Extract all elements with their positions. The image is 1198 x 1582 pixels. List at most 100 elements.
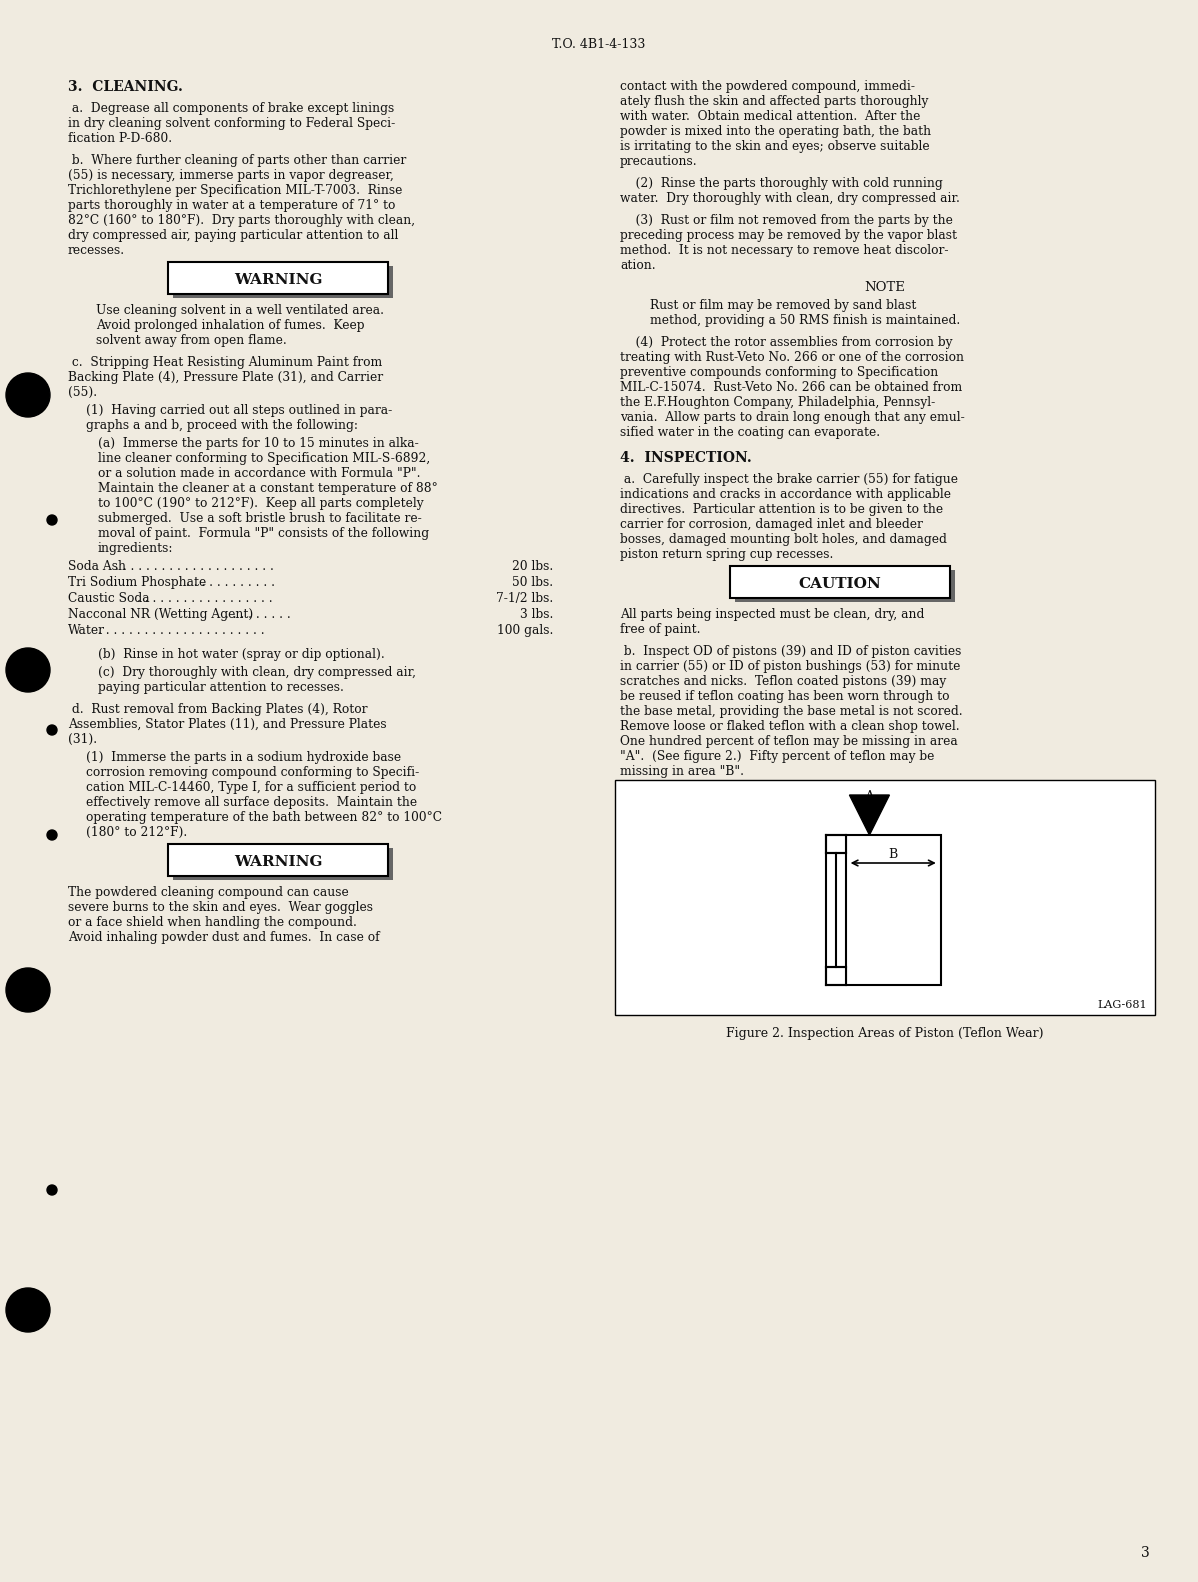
Text: 3.  CLEANING.: 3. CLEANING. xyxy=(68,81,183,93)
Text: Rust or film may be removed by sand blast: Rust or film may be removed by sand blas… xyxy=(651,299,916,312)
Text: (b)  Rinse in hot water (spray or dip optional).: (b) Rinse in hot water (spray or dip opt… xyxy=(98,649,385,661)
Text: dry compressed air, paying particular attention to all: dry compressed air, paying particular at… xyxy=(68,229,399,242)
Circle shape xyxy=(47,725,58,736)
Bar xyxy=(173,266,393,297)
Bar xyxy=(846,835,940,986)
Text: graphs a and b, proceed with the following:: graphs a and b, proceed with the followi… xyxy=(86,419,358,432)
Text: be reused if teflon coating has been worn through to: be reused if teflon coating has been wor… xyxy=(621,690,950,702)
Text: 100 gals.: 100 gals. xyxy=(497,623,553,638)
Text: (180° to 212°F).: (180° to 212°F). xyxy=(86,826,187,838)
Text: Backing Plate (4), Pressure Plate (31), and Carrier: Backing Plate (4), Pressure Plate (31), … xyxy=(68,372,383,384)
Text: or a face shield when handling the compound.: or a face shield when handling the compo… xyxy=(68,916,357,929)
Text: . . . . . . . . . . . . . . . . . . . . .: . . . . . . . . . . . . . . . . . . . . … xyxy=(115,560,273,573)
Circle shape xyxy=(6,1288,50,1332)
Text: Trichlorethylene per Specification MIL-T-7003.  Rinse: Trichlorethylene per Specification MIL-T… xyxy=(68,184,403,198)
Text: indications and cracks in accordance with applicable: indications and cracks in accordance wit… xyxy=(621,487,951,501)
Text: ation.: ation. xyxy=(621,259,655,272)
Text: free of paint.: free of paint. xyxy=(621,623,701,636)
Text: treating with Rust-Veto No. 266 or one of the corrosion: treating with Rust-Veto No. 266 or one o… xyxy=(621,351,964,364)
Text: directives.  Particular attention is to be given to the: directives. Particular attention is to b… xyxy=(621,503,943,516)
Text: A: A xyxy=(865,789,875,804)
Text: All parts being inspected must be clean, dry, and: All parts being inspected must be clean,… xyxy=(621,607,925,622)
Text: LAG-681: LAG-681 xyxy=(1097,1000,1146,1009)
Text: sified water in the coating can evaporate.: sified water in the coating can evaporat… xyxy=(621,426,881,438)
Text: Figure 2. Inspection Areas of Piston (Teflon Wear): Figure 2. Inspection Areas of Piston (Te… xyxy=(726,1027,1043,1039)
Text: precautions.: precautions. xyxy=(621,155,697,168)
Text: Soda Ash: Soda Ash xyxy=(68,560,126,573)
Text: WARNING: WARNING xyxy=(234,274,322,286)
Text: water.  Dry thoroughly with clean, dry compressed air.: water. Dry thoroughly with clean, dry co… xyxy=(621,191,960,206)
Text: a.  Degrease all components of brake except linings: a. Degrease all components of brake exce… xyxy=(68,101,394,115)
Text: powder is mixed into the operating bath, the bath: powder is mixed into the operating bath,… xyxy=(621,125,931,138)
Text: paying particular attention to recesses.: paying particular attention to recesses. xyxy=(98,680,344,694)
Text: Avoid inhaling powder dust and fumes.  In case of: Avoid inhaling powder dust and fumes. In… xyxy=(68,930,380,944)
Polygon shape xyxy=(849,796,889,835)
Text: method, providing a 50 RMS finish is maintained.: method, providing a 50 RMS finish is mai… xyxy=(651,313,961,327)
Text: to 100°C (190° to 212°F).  Keep all parts completely: to 100°C (190° to 212°F). Keep all parts… xyxy=(98,497,424,509)
Text: corrosion removing compound conforming to Specifi-: corrosion removing compound conforming t… xyxy=(86,766,419,778)
Text: scratches and nicks.  Teflon coated pistons (39) may: scratches and nicks. Teflon coated pisto… xyxy=(621,676,946,688)
Circle shape xyxy=(6,649,50,691)
Text: carrier for corrosion, damaged inlet and bleeder: carrier for corrosion, damaged inlet and… xyxy=(621,517,922,532)
Text: effectively remove all surface deposits.  Maintain the: effectively remove all surface deposits.… xyxy=(86,796,417,808)
Circle shape xyxy=(47,831,58,840)
Bar xyxy=(615,780,1155,1016)
Text: the base metal, providing the base metal is not scored.: the base metal, providing the base metal… xyxy=(621,706,963,718)
Text: B: B xyxy=(889,848,897,861)
Text: . . . . . . . . .: . . . . . . . . . xyxy=(222,607,291,622)
Circle shape xyxy=(47,516,58,525)
Text: operating temperature of the bath between 82° to 100°C: operating temperature of the bath betwee… xyxy=(86,812,442,824)
Text: "A".  (See figure 2.)  Fifty percent of teflon may be: "A". (See figure 2.) Fifty percent of te… xyxy=(621,750,934,763)
Text: in dry cleaning solvent conforming to Federal Speci-: in dry cleaning solvent conforming to Fe… xyxy=(68,117,395,130)
Text: Maintain the cleaner at a constant temperature of 88°: Maintain the cleaner at a constant tempe… xyxy=(98,483,437,495)
Text: (55) is necessary, immerse parts in vapor degreaser,: (55) is necessary, immerse parts in vapo… xyxy=(68,169,394,182)
Text: 3: 3 xyxy=(1142,1546,1150,1560)
Text: The powdered cleaning compound can cause: The powdered cleaning compound can cause xyxy=(68,886,349,899)
Text: moval of paint.  Formula "P" consists of the following: moval of paint. Formula "P" consists of … xyxy=(98,527,429,539)
Text: Caustic Soda: Caustic Soda xyxy=(68,592,150,604)
Text: ingredients:: ingredients: xyxy=(98,543,174,555)
Text: 82°C (160° to 180°F).  Dry parts thoroughly with clean,: 82°C (160° to 180°F). Dry parts thorough… xyxy=(68,214,416,226)
Bar xyxy=(168,845,388,876)
Text: (a)  Immerse the parts for 10 to 15 minutes in alka-: (a) Immerse the parts for 10 to 15 minut… xyxy=(98,437,419,449)
Text: preceding process may be removed by the vapor blast: preceding process may be removed by the … xyxy=(621,229,957,242)
Circle shape xyxy=(47,1185,58,1194)
Text: submerged.  Use a soft bristle brush to facilitate re-: submerged. Use a soft bristle brush to f… xyxy=(98,513,422,525)
Text: (c)  Dry thoroughly with clean, dry compressed air,: (c) Dry thoroughly with clean, dry compr… xyxy=(98,666,416,679)
Text: fication P-D-680.: fication P-D-680. xyxy=(68,131,173,146)
Text: is irritating to the skin and eyes; observe suitable: is irritating to the skin and eyes; obse… xyxy=(621,139,930,153)
Text: Avoid prolonged inhalation of fumes.  Keep: Avoid prolonged inhalation of fumes. Kee… xyxy=(96,320,364,332)
Text: recesses.: recesses. xyxy=(68,244,125,256)
Text: vania.  Allow parts to drain long enough that any emul-: vania. Allow parts to drain long enough … xyxy=(621,411,964,424)
Text: One hundred percent of teflon may be missing in area: One hundred percent of teflon may be mis… xyxy=(621,736,957,748)
Text: NOTE: NOTE xyxy=(865,282,906,294)
Circle shape xyxy=(6,968,50,1012)
Text: d.  Rust removal from Backing Plates (4), Rotor: d. Rust removal from Backing Plates (4),… xyxy=(68,702,368,717)
Bar xyxy=(736,570,955,603)
Text: 20 lbs.: 20 lbs. xyxy=(512,560,553,573)
Text: . . . . . . . . . . . . . . . . . . . . . .: . . . . . . . . . . . . . . . . . . . . … xyxy=(98,623,265,638)
Bar xyxy=(825,967,846,986)
Text: bosses, damaged mounting bolt holes, and damaged: bosses, damaged mounting bolt holes, and… xyxy=(621,533,946,546)
Text: 7-1/2 lbs.: 7-1/2 lbs. xyxy=(496,592,553,604)
Text: (2)  Rinse the parts thoroughly with cold running: (2) Rinse the parts thoroughly with cold… xyxy=(621,177,943,190)
Text: (4)  Protect the rotor assemblies from corrosion by: (4) Protect the rotor assemblies from co… xyxy=(621,335,952,350)
Text: b.  Inspect OD of pistons (39) and ID of piston cavities: b. Inspect OD of pistons (39) and ID of … xyxy=(621,645,961,658)
Bar xyxy=(730,566,950,598)
Text: parts thoroughly in water at a temperature of 71° to: parts thoroughly in water at a temperatu… xyxy=(68,199,395,212)
Text: piston return spring cup recesses.: piston return spring cup recesses. xyxy=(621,547,834,562)
Text: WARNING: WARNING xyxy=(234,854,322,869)
Text: Nacconal NR (Wetting Agent): Nacconal NR (Wetting Agent) xyxy=(68,607,253,622)
Text: MIL-C-15074.  Rust-Veto No. 266 can be obtained from: MIL-C-15074. Rust-Veto No. 266 can be ob… xyxy=(621,381,962,394)
Text: Use cleaning solvent in a well ventilated area.: Use cleaning solvent in a well ventilate… xyxy=(96,304,385,316)
Text: Tri Sodium Phosphate: Tri Sodium Phosphate xyxy=(68,576,206,589)
Text: preventive compounds conforming to Specification: preventive compounds conforming to Speci… xyxy=(621,365,938,380)
Text: (1)  Having carried out all steps outlined in para-: (1) Having carried out all steps outline… xyxy=(86,403,392,418)
Text: missing in area "B".: missing in area "B". xyxy=(621,766,744,778)
Text: contact with the powdered compound, immedi-: contact with the powdered compound, imme… xyxy=(621,81,915,93)
Text: Water: Water xyxy=(68,623,105,638)
Text: in carrier (55) or ID of piston bushings (53) for minute: in carrier (55) or ID of piston bushings… xyxy=(621,660,961,672)
Text: (1)  Immerse the parts in a sodium hydroxide base: (1) Immerse the parts in a sodium hydrox… xyxy=(86,751,401,764)
Text: Remove loose or flaked teflon with a clean shop towel.: Remove loose or flaked teflon with a cle… xyxy=(621,720,960,732)
Text: 4.  INSPECTION.: 4. INSPECTION. xyxy=(621,451,752,465)
